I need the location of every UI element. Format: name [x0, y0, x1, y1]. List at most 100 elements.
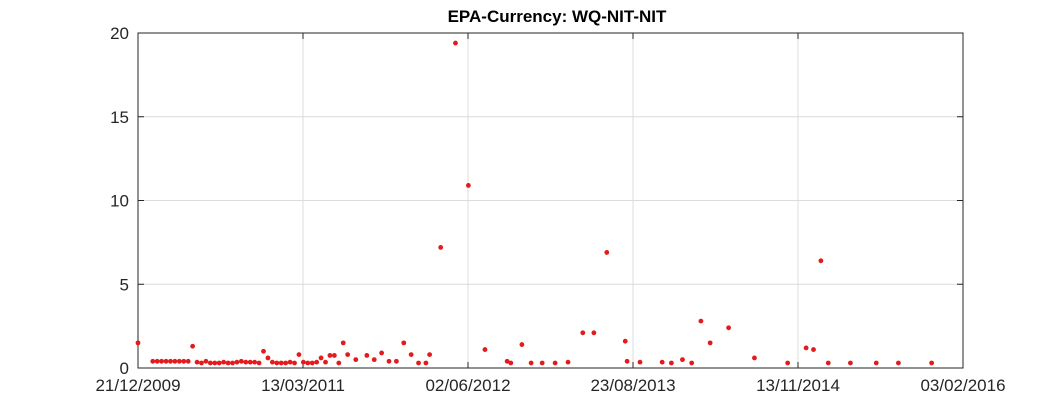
data-point — [283, 360, 289, 366]
data-point — [508, 360, 514, 366]
data-point — [150, 358, 156, 364]
data-point — [135, 340, 141, 346]
data-point — [345, 352, 351, 357]
data-point — [438, 245, 444, 250]
y-tick-label: 15 — [110, 108, 129, 127]
data-point — [528, 360, 534, 366]
data-point — [199, 360, 204, 366]
data-point — [591, 330, 597, 336]
data-point — [453, 40, 458, 46]
data-point — [163, 358, 169, 364]
data-point — [238, 358, 244, 364]
data-point — [252, 359, 258, 365]
data-points — [135, 40, 935, 366]
data-point — [172, 358, 178, 364]
x-tick-label: 03/02/2016 — [920, 376, 1005, 395]
data-point — [386, 358, 392, 364]
data-point — [318, 355, 324, 361]
data-point — [785, 360, 791, 366]
data-point — [292, 360, 297, 366]
data-point — [504, 358, 510, 364]
data-point — [216, 360, 222, 366]
data-point — [168, 358, 173, 364]
y-tick-label: 20 — [110, 24, 129, 43]
data-point — [371, 357, 377, 363]
data-point — [811, 347, 816, 352]
data-point — [212, 360, 218, 366]
data-point — [269, 359, 275, 365]
data-point — [300, 359, 306, 365]
data-point — [680, 357, 685, 363]
data-point — [707, 340, 713, 346]
grid — [138, 33, 963, 368]
data-point — [689, 360, 695, 366]
x-tick-label: 21/12/2009 — [95, 376, 180, 395]
data-point — [221, 359, 227, 365]
data-point — [194, 359, 200, 365]
data-point — [331, 353, 337, 358]
data-point — [287, 359, 293, 365]
data-point — [176, 358, 182, 364]
data-point — [243, 359, 249, 365]
data-point — [552, 360, 558, 366]
data-point — [624, 358, 630, 364]
data-point — [622, 338, 628, 344]
y-tick-labels: 0 5 10 15 20 — [110, 24, 129, 378]
data-point — [261, 348, 266, 354]
y-tick-label: 5 — [120, 275, 129, 294]
data-point — [274, 360, 280, 366]
data-point — [247, 359, 253, 365]
data-point — [698, 318, 704, 324]
data-point — [427, 352, 433, 357]
data-point — [256, 360, 262, 366]
data-point — [668, 360, 674, 366]
data-point — [353, 357, 359, 363]
data-point — [379, 350, 385, 356]
data-point — [423, 360, 429, 366]
data-point — [393, 358, 399, 364]
data-point — [896, 360, 901, 366]
data-point — [327, 353, 333, 358]
data-point — [565, 359, 571, 365]
data-point — [848, 360, 853, 366]
data-point — [873, 360, 879, 366]
x-tick-label: 13/11/2014 — [756, 376, 840, 395]
data-point — [230, 360, 235, 366]
data-point — [401, 340, 407, 346]
data-point — [323, 359, 328, 365]
x-tick-label: 13/03/2011 — [261, 376, 345, 395]
data-point — [580, 330, 586, 336]
data-point — [539, 360, 545, 366]
data-point — [336, 360, 342, 366]
data-point — [519, 342, 525, 347]
data-point — [825, 360, 831, 366]
data-point — [416, 360, 421, 366]
data-point — [408, 352, 414, 357]
data-point — [305, 360, 311, 366]
data-point — [637, 359, 643, 365]
y-tick-label: 10 — [110, 192, 129, 211]
y-tick-label: 0 — [120, 359, 129, 378]
data-point — [207, 360, 213, 366]
data-point — [309, 360, 315, 366]
data-point — [364, 353, 370, 358]
data-point — [726, 325, 732, 331]
data-point — [752, 355, 757, 361]
data-point — [340, 340, 346, 346]
x-tick-label: 02/06/2012 — [425, 376, 510, 395]
data-point — [234, 359, 240, 365]
data-point — [265, 355, 271, 361]
data-point — [465, 183, 471, 188]
x-tick-labels: 21/12/2009 13/03/2011 02/06/2012 23/08/2013… — [95, 376, 1005, 395]
data-point — [185, 358, 191, 364]
data-point — [159, 358, 165, 364]
data-point — [604, 250, 610, 255]
data-point — [482, 347, 488, 352]
data-point — [278, 360, 284, 366]
data-point — [154, 358, 160, 364]
data-point — [225, 360, 231, 366]
data-point — [929, 360, 935, 366]
data-point — [818, 258, 824, 264]
data-point — [314, 359, 320, 365]
